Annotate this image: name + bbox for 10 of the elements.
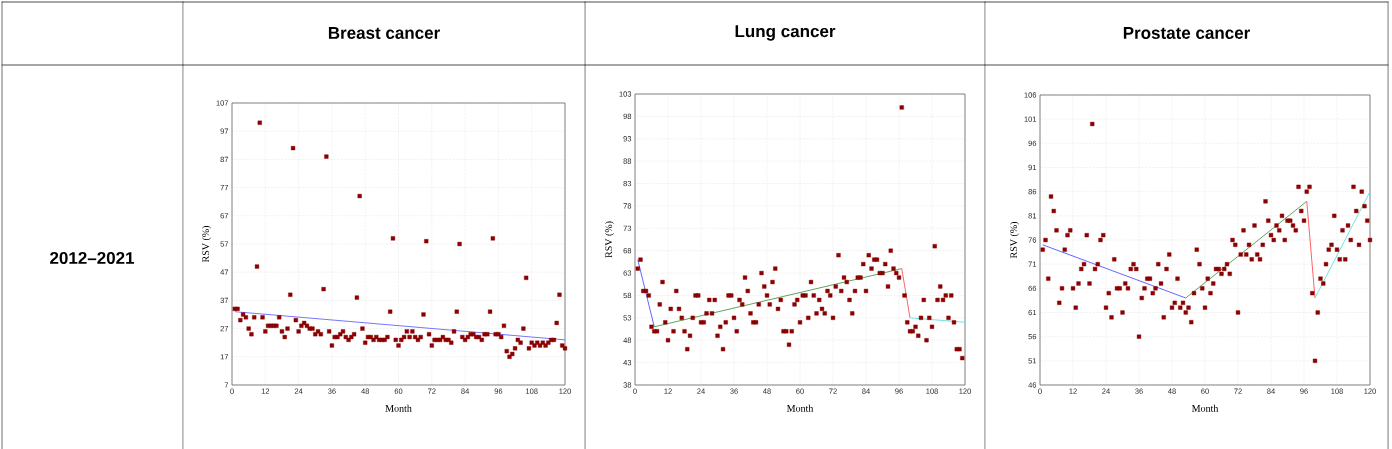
x-axis-title: Month	[385, 404, 412, 412]
chart-title: Prostate cancer	[1123, 26, 1250, 39]
chart-title: Breast cancer	[328, 26, 440, 39]
y-axis-title: RSV (%)	[1010, 221, 1020, 258]
y-axis-title: RSV (%)	[202, 225, 212, 262]
y-axis-title: RSV (%)	[605, 221, 615, 258]
text: 2012–2021	[50, 251, 135, 264]
chart-title: Lung cancer	[735, 25, 836, 41]
x-axis-title: Month	[786, 404, 814, 412]
x-axis-title: Month	[1191, 404, 1219, 412]
